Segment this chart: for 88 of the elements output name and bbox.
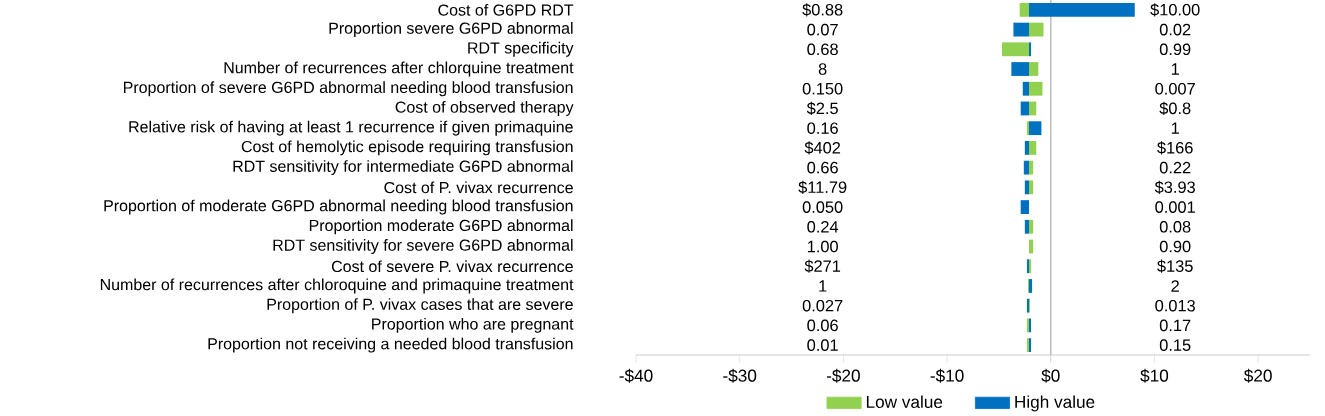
annotation: $2.5 [806,101,838,116]
legend-label: Low value [866,395,943,409]
y-tick-label: Proportion not receiving a needed blood transfusion [208,337,573,353]
bar [1028,81,1043,96]
bar [1028,239,1034,254]
bar [1028,42,1032,57]
annotation: 0.01 [807,339,838,351]
annotation: 0.16 [807,122,838,134]
annotation: $3.93 [1154,180,1195,194]
bar [1020,200,1029,214]
bar [1024,180,1029,195]
y-tick-label: RDT specificity [468,41,574,57]
annotation: $402 [804,141,841,155]
bar [1028,121,1042,136]
annotation: 1.00 [807,240,838,253]
y-tick-label: Cost of G6PD RDT [438,4,574,16]
annotation: $0.8 [1159,101,1191,116]
bar [1028,141,1037,155]
bar [1023,160,1029,175]
y-tick-label: Proportion of moderate G6PD abnormal needing blood transfusion [104,199,573,215]
annotation: 0.150 [802,82,843,95]
annotation: 0.027 [802,299,843,312]
y-tick-label: Proportion moderate G6PD abnormal [309,219,573,235]
annotation: 0.90 [1159,240,1191,253]
bar [1028,2,1135,17]
annotation: 0.99 [1159,43,1191,56]
annotation: 8 [818,63,827,75]
y-tick-label: Proportion of severe G6PD abnormal needing blood transfusion [123,81,573,97]
bar [1028,160,1034,175]
bar [1022,81,1029,96]
bar [1024,141,1029,155]
bar [1026,121,1029,136]
y-tick-label: Cost of P. vivax recurrence [384,181,573,194]
x-tick-label: -$30 [723,368,757,383]
annotation: $0.88 [802,3,843,17]
bar [1028,279,1033,293]
annotation: $271 [804,259,841,273]
annotation: 1 [1171,122,1179,134]
y-tick-label: Proportion severe G6PD abnormal [329,22,573,38]
annotation: 1 [1171,63,1179,75]
annotation: 0.66 [807,161,838,174]
x-tick-label: $20 [1243,368,1272,383]
annotation: 0.001 [1155,201,1195,213]
bar [1028,62,1039,76]
y-tick-label: RDT sensitivity for intermediate G6PD abnormal [233,160,573,176]
bar [1020,101,1029,116]
y-tick-label: RDT sensitivity for severe G6PD abnormal [273,239,573,254]
y-tick-label: Proportion of P. vivax cases that are severe [267,298,573,314]
bar [1028,180,1034,195]
x-tick-label: -$10 [930,368,964,383]
bar [1024,219,1029,234]
annotation: 0.013 [1155,299,1195,312]
bar [1028,22,1044,37]
annotation: 0.050 [802,201,843,213]
x-tick-label: $10 [1140,368,1169,383]
y-tick-label: Cost of hemolytic episode requiring transfusion [241,140,573,156]
annotation: $135 [1157,259,1193,273]
bar [1028,219,1034,234]
bar [1019,2,1029,17]
bar [1002,42,1029,57]
x-tick-label: -$20 [826,368,860,383]
annotation: 0.17 [1159,319,1191,332]
annotation: 0.08 [1159,220,1191,233]
y-tick-label: Proportion who are pregnant [372,317,574,333]
bar [1028,101,1037,116]
bar [1011,62,1029,76]
annotation: 2 [1171,280,1179,292]
y-tick-label: Cost of severe P. vivax recurrence [331,260,573,273]
y-tick-label: Number of recurrences after chlorquine treatment [224,61,574,77]
y-tick-label: Cost of observed therapy [395,101,574,116]
bar [1013,22,1029,37]
annotation: $166 [1157,141,1193,155]
annotation: $10.00 [1150,3,1200,17]
legend-label: High value [1015,395,1095,412]
y-tick-label: Number of recurrences after chloroquine and primaquine treatment [100,278,574,294]
annotation: 0.007 [1155,82,1195,95]
annotation: 0.06 [807,319,838,332]
annotation: 1 [819,280,827,292]
annotation: $11.79 [798,180,847,194]
annotation: 0.68 [807,43,838,56]
x-tick-label: $0 [1041,368,1060,383]
annotation: 0.24 [807,220,839,233]
annotation: 0.07 [807,23,838,36]
annotation: 0.15 [1159,339,1191,351]
x-tick-label: -$40 [619,368,653,383]
annotation: 0.22 [1159,161,1191,174]
annotation: 0.02 [1159,23,1191,36]
y-tick-label: Relative risk of having at least 1 recurrence if given primaquine [129,120,573,136]
